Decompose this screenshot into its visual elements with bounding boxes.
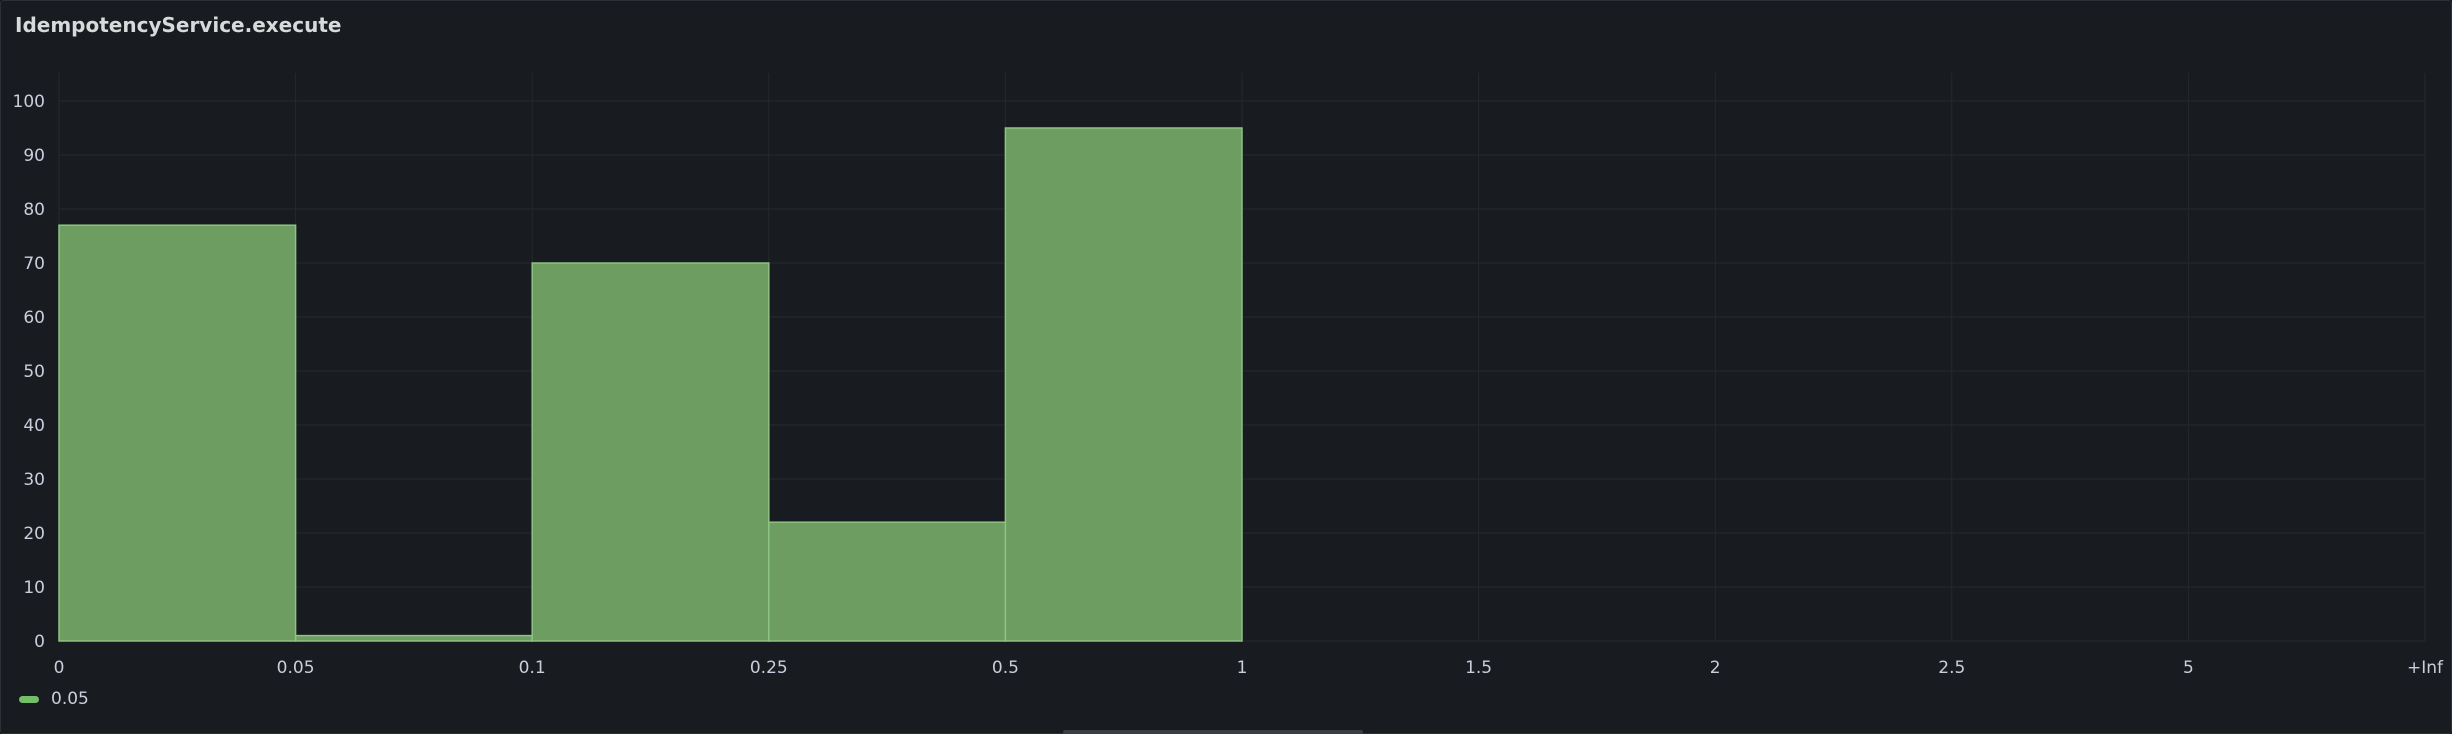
x-tick-label: 1.5 xyxy=(1465,658,1492,678)
x-tick-label: +Inf xyxy=(2407,658,2444,678)
x-tick-label: 0.1 xyxy=(519,658,546,678)
histogram-bar xyxy=(1004,127,1243,642)
x-tick-label: 0.25 xyxy=(750,658,788,678)
y-tick-label: 30 xyxy=(23,470,45,490)
x-tick-label: 0.05 xyxy=(277,658,315,678)
y-tick-label: 90 xyxy=(23,146,45,166)
scroll-handle[interactable] xyxy=(1063,730,1363,734)
x-tick-label: 2.5 xyxy=(1938,658,1965,678)
x-tick-label: 5 xyxy=(2183,658,2194,678)
y-tick-label: 70 xyxy=(23,254,45,274)
x-tick-label: 2 xyxy=(1710,658,1721,678)
y-tick-label: 10 xyxy=(23,578,45,598)
y-tick-label: 60 xyxy=(23,308,45,328)
legend-label[interactable]: 0.05 xyxy=(51,689,89,709)
x-tick-label: 0.5 xyxy=(992,658,1019,678)
histogram-bar xyxy=(58,224,297,642)
histogram-bar xyxy=(768,521,1007,642)
y-tick-label: 80 xyxy=(23,200,45,220)
y-tick-label: 20 xyxy=(23,524,45,544)
y-tick-label: 0 xyxy=(34,632,45,652)
y-tick-label: 100 xyxy=(13,92,45,112)
y-tick-label: 40 xyxy=(23,416,45,436)
y-tick-label: 50 xyxy=(23,362,45,382)
x-tick-label: 1 xyxy=(1237,658,1248,678)
legend: 0.05 xyxy=(19,689,89,709)
histogram-bar xyxy=(294,634,533,642)
x-tick-label: 0 xyxy=(54,658,65,678)
histogram-bar xyxy=(531,262,770,642)
legend-swatch[interactable] xyxy=(19,695,39,703)
panel-title[interactable]: IdempotencyService.execute xyxy=(15,13,342,37)
